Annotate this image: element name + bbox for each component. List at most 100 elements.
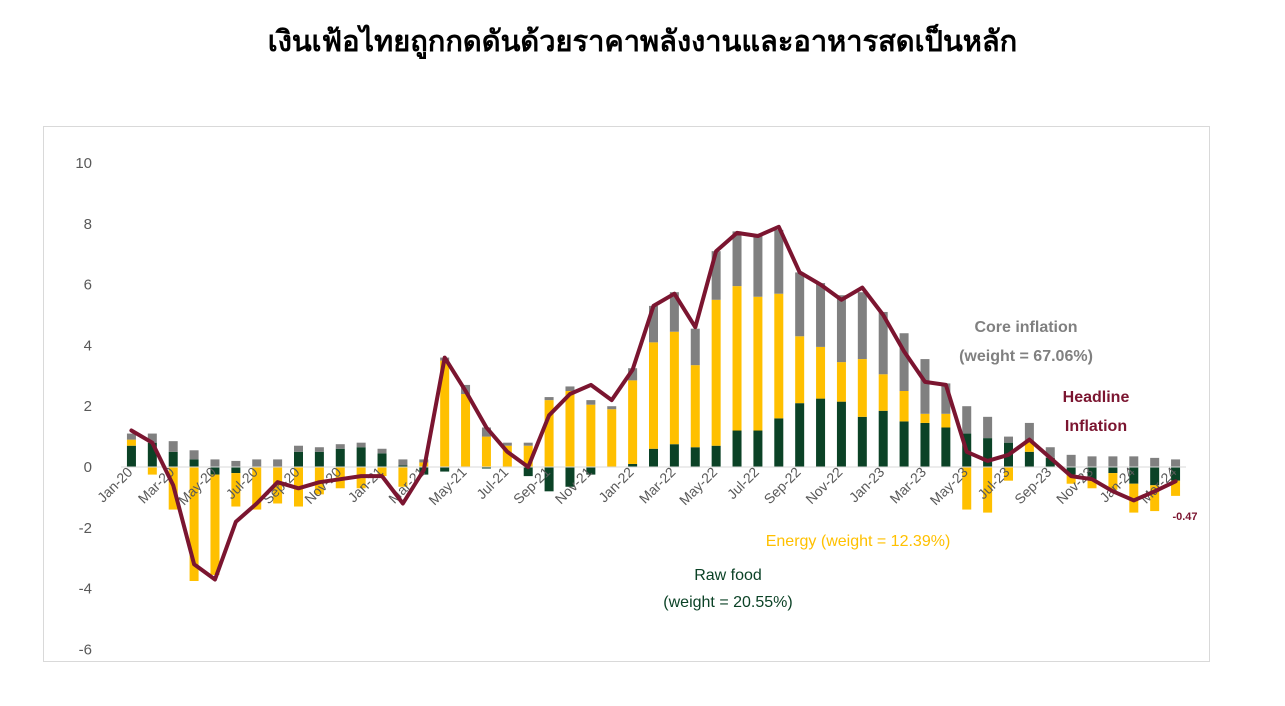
bar-core (1129, 456, 1139, 467)
bar-core (1087, 456, 1097, 467)
bar-energy (502, 445, 512, 467)
bar-raw-food (669, 444, 679, 467)
bar-core (962, 406, 972, 434)
bar-energy (1150, 485, 1160, 512)
bar-core (210, 459, 220, 467)
bar-energy (461, 394, 471, 467)
x-tick-label: Jan-23 (846, 464, 888, 506)
bar-energy (607, 409, 617, 467)
bar-core (314, 447, 324, 452)
bar-raw-food (1171, 467, 1181, 481)
bar-core (732, 231, 742, 287)
bar-raw-food (1108, 467, 1118, 474)
bar-energy (565, 391, 575, 467)
bar-raw-food (1024, 451, 1034, 467)
bar-energy (878, 374, 888, 411)
bar-energy (669, 331, 679, 445)
bar-raw-food (941, 427, 951, 467)
bar-raw-food (356, 447, 366, 467)
x-tick-label: Sep-22 (761, 464, 804, 507)
bar-energy (377, 467, 387, 477)
bar-raw-food (440, 467, 450, 472)
x-tick-label: Jan-22 (595, 464, 637, 506)
bar-core (398, 459, 408, 466)
bar-core (941, 383, 951, 414)
bar-core (356, 442, 366, 448)
x-tick-label: Sep-23 (1011, 464, 1054, 507)
bar-core (774, 229, 784, 294)
bar-raw-food (168, 451, 178, 467)
x-tick-label: Mar-23 (886, 464, 929, 507)
bar-core (1150, 457, 1160, 467)
bar-raw-food (481, 467, 491, 469)
bar-raw-food (1129, 467, 1139, 484)
stacked-bars (126, 229, 1181, 581)
y-tick-label: 10 (75, 155, 92, 172)
bar-core (1108, 456, 1118, 467)
bar-raw-food (753, 430, 763, 467)
bar-raw-food (335, 448, 345, 467)
bar-core (607, 406, 617, 410)
bar-energy (732, 286, 742, 431)
chart-area: -6 -4 -2 0 2 4 6 8 10 Jan-20 Mar-20 May-20 Jul-20 Se… (43, 126, 1210, 662)
bar-core (252, 459, 262, 467)
bar-raw-food (210, 467, 220, 475)
bar-energy (1087, 480, 1097, 489)
bar-raw-food (920, 422, 930, 467)
bar-core (1024, 422, 1034, 442)
bar-core (294, 445, 303, 452)
bar-core (795, 272, 805, 337)
bar-core (565, 386, 575, 391)
bar-raw-food (314, 451, 324, 467)
bar-energy (126, 439, 136, 446)
bar-energy (523, 445, 533, 467)
headline-series-line (129, 224, 1178, 582)
bar-core (481, 427, 491, 437)
bar-energy (774, 293, 784, 419)
bar-core (544, 397, 554, 401)
bar-raw-food (523, 467, 533, 477)
y-tick-label: -2 (79, 520, 92, 537)
bar-raw-food (899, 421, 909, 467)
y-tick-label: 4 (84, 337, 92, 354)
bar-energy (1171, 480, 1181, 496)
bar-energy (440, 360, 450, 467)
bar-energy (711, 299, 721, 446)
bar-raw-food (586, 467, 596, 475)
bar-core (523, 442, 533, 446)
bar-raw-food (836, 401, 846, 467)
bar-core (753, 235, 763, 297)
bar-raw-food (1150, 467, 1160, 486)
y-axis: -6 -4 -2 0 2 4 6 8 10 (75, 155, 92, 658)
x-tick-label: Jul-22 (724, 464, 762, 502)
bar-raw-food (795, 403, 805, 467)
annotations: Core inflation (weight = 67.06%) Headlin… (663, 319, 1197, 611)
y-tick-label: -4 (79, 581, 92, 598)
chart-title: เงินเฟ้อไทยถูกกดดันด้วยราคาพลังงานและอาห… (267, 24, 1018, 58)
bar-energy (544, 400, 554, 467)
bar-core (126, 433, 136, 440)
y-tick-label: 8 (84, 216, 92, 233)
bar-raw-food (565, 467, 575, 487)
bar-core (1004, 436, 1013, 443)
last-value-label: -0.47 (1172, 511, 1197, 523)
bar-core (335, 444, 345, 449)
bar-energy (481, 436, 491, 467)
y-tick-label: 2 (84, 398, 92, 415)
bar-energy (920, 413, 930, 423)
x-tick-label: Mar-22 (636, 464, 679, 507)
bar-core (836, 295, 846, 363)
headline-line (129, 224, 1178, 582)
bar-energy (189, 467, 199, 581)
bar-energy (210, 474, 220, 575)
bar-core (586, 400, 596, 405)
bar-energy (252, 467, 262, 510)
bar-raw-food (774, 418, 784, 467)
bar-raw-food (816, 398, 826, 467)
bar-raw-food (1045, 457, 1055, 467)
bar-energy (649, 342, 658, 449)
y-tick-label: 0 (84, 459, 92, 476)
x-tick-label: May-22 (676, 464, 720, 508)
bar-core (147, 433, 157, 443)
